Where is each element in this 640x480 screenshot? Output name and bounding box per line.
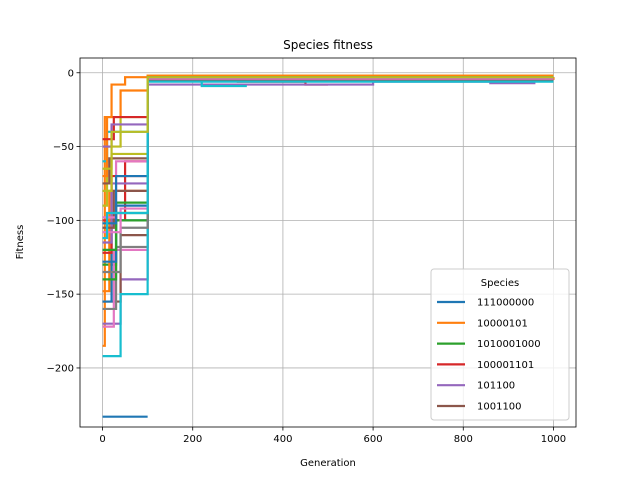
legend-label: 100001101 bbox=[477, 360, 534, 371]
x-tick-label: 800 bbox=[454, 434, 473, 445]
x-tick-label: 200 bbox=[183, 434, 202, 445]
legend-label: 10000101 bbox=[477, 318, 528, 329]
y-tick-label: −150 bbox=[47, 290, 74, 301]
y-tick-label: −100 bbox=[47, 216, 74, 227]
legend: Species 111000000 10000101 1010001000 10000… bbox=[430, 268, 570, 421]
x-axis-label: Generation bbox=[300, 458, 356, 469]
plot-frame bbox=[79, 57, 577, 428]
series-line-unnamed-9 bbox=[102, 79, 247, 358]
x-tick-label: 1000 bbox=[541, 434, 566, 445]
x-tick-label: 600 bbox=[364, 434, 383, 445]
legend-label: 111000000 bbox=[477, 298, 534, 309]
legend-label: 1010001000 bbox=[477, 339, 541, 350]
y-tick-label: 0 bbox=[68, 68, 74, 79]
y-tick-label: −200 bbox=[47, 363, 74, 374]
series-line-unnamed-29 bbox=[102, 76, 554, 170]
y-axis-label: Fitness bbox=[15, 225, 26, 260]
x-tick-label: 0 bbox=[99, 434, 105, 445]
legend-entries: 111000000 10000101 1010001000 100001101 1011… bbox=[437, 298, 541, 413]
legend-label: 1001100 bbox=[477, 402, 522, 413]
axis-ticks: 0 200 400 600 800 1000 0 −50 −100 −150 −200 bbox=[47, 68, 567, 445]
legend-title: Species bbox=[481, 278, 520, 289]
chart-title: Species fitness bbox=[283, 38, 373, 52]
y-tick-label: −50 bbox=[53, 142, 74, 153]
legend-box bbox=[430, 268, 570, 421]
x-tick-label: 400 bbox=[273, 434, 292, 445]
series-lines bbox=[102, 74, 555, 418]
legend-label: 101100 bbox=[477, 381, 515, 392]
